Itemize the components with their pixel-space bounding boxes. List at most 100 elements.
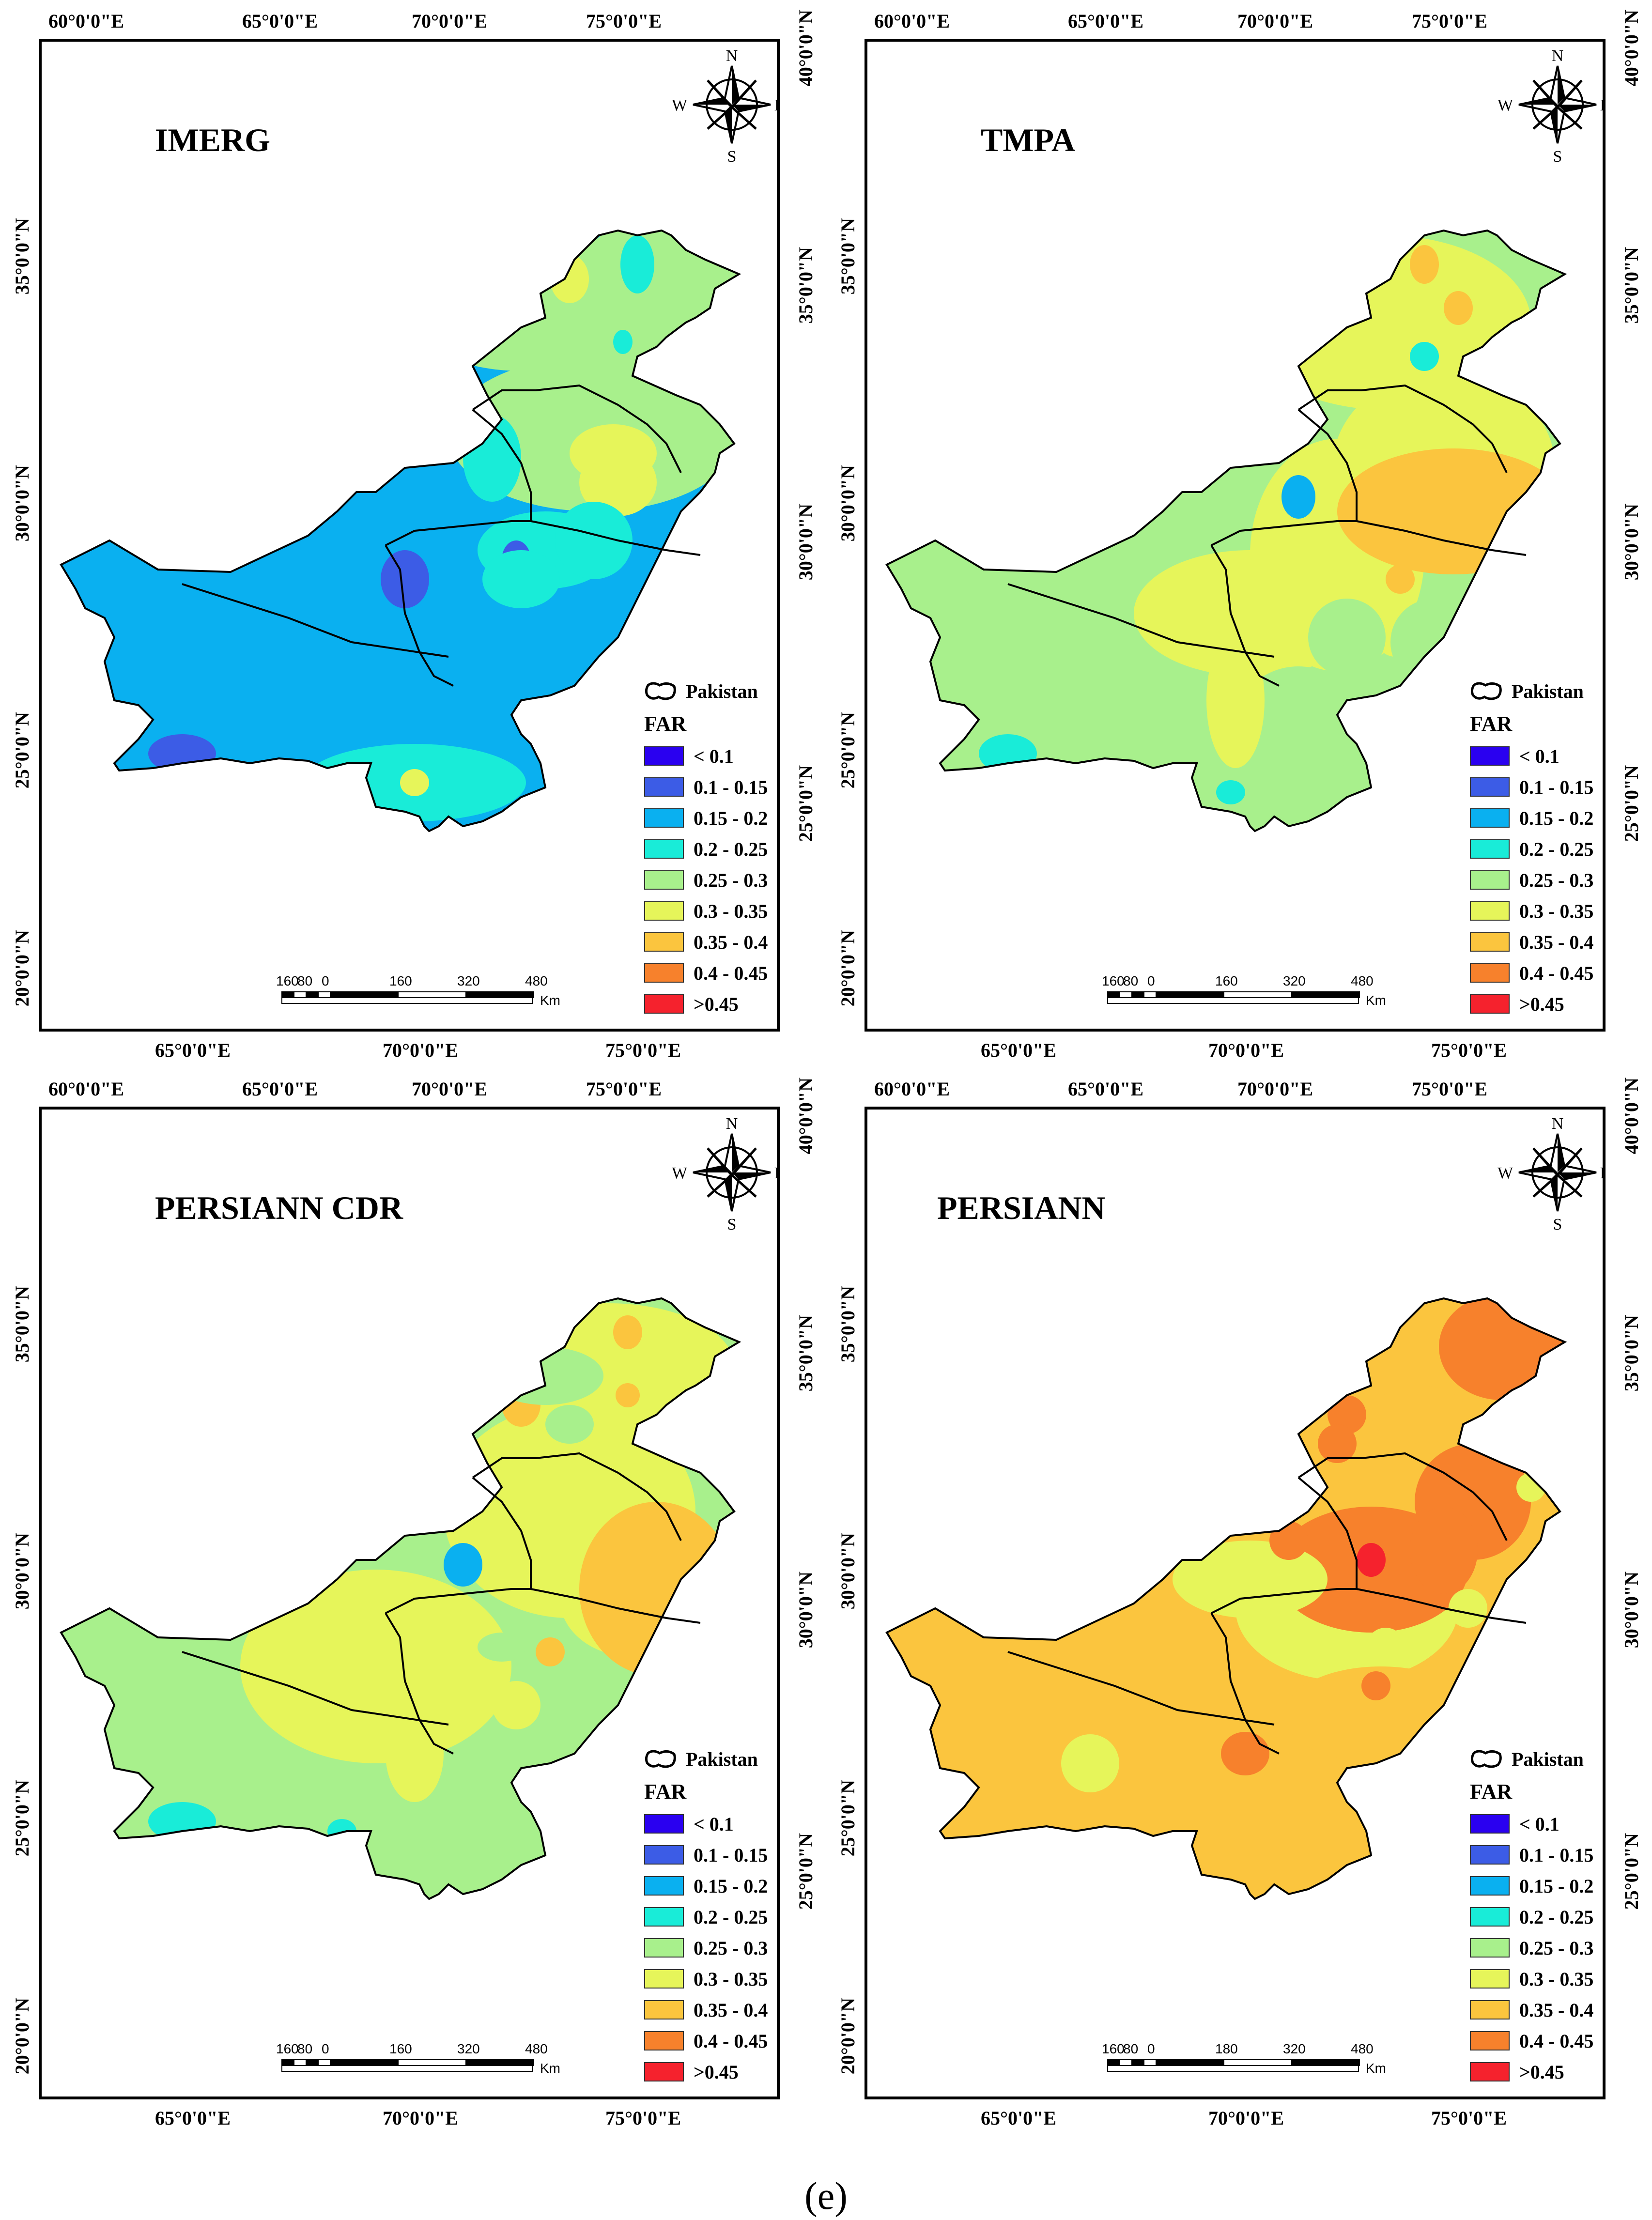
far-zone [487, 1347, 603, 1405]
far-zone [1390, 599, 1478, 686]
legend-swatch [644, 808, 684, 828]
far-legend: Pakistan FAR < 0.1 0.1 - 0.15 0.15 - 0.2 0.2 … [1470, 676, 1593, 1019]
lon-label-bottom: 65°0'0"E [155, 2107, 231, 2129]
far-zone [1269, 1521, 1308, 1560]
legend-class: 0.25 - 0.3 [644, 1932, 768, 1963]
legend-class: 0.3 - 0.35 [644, 895, 768, 926]
province-boundary [385, 1612, 454, 1755]
map-frame: N S E W [865, 1107, 1606, 2099]
far-zone [620, 235, 654, 293]
province-boundary [1297, 1452, 1508, 1541]
scale-label: 480 [525, 973, 548, 988]
lat-label-left: 30°0'0"N [11, 465, 33, 542]
legend-swatch [1470, 1876, 1510, 1896]
legend-class: 0.15 - 0.2 [644, 1870, 768, 1901]
far-zone [536, 1637, 565, 1666]
scale-unit: Km [540, 2061, 560, 2076]
far-zone [1357, 1543, 1386, 1577]
legend-swatch [644, 870, 684, 890]
legend-class-label: 0.35 - 0.4 [694, 931, 768, 953]
legend-swatch [1470, 808, 1510, 828]
legend-pakistan-row: Pakistan [644, 1743, 768, 1774]
lat-label-left: 30°0'0"N [837, 1533, 859, 1610]
legend-swatch [1470, 777, 1510, 797]
lat-label-left: 20°0'0"N [837, 1998, 859, 2075]
province-boundary [182, 583, 449, 658]
lat-label-right: 35°0'0"N [1621, 247, 1642, 324]
legend-class: 0.35 - 0.4 [1470, 1994, 1593, 2025]
province-boundary [1297, 384, 1508, 473]
north-arrow-icon: N S E W [1498, 1115, 1603, 1233]
lon-label-top: 65°0'0"E [1068, 10, 1143, 32]
map-panel-imerg: 60°0'0"E 65°0'0"E 70°0'0"E 75°0'0"E 65°0'0"E… [0, 0, 826, 1080]
far-zone [463, 415, 521, 502]
legend-class-label: >0.45 [694, 2061, 739, 2083]
legend-pakistan-label: Pakistan [686, 680, 758, 702]
far-zone [1386, 565, 1415, 594]
lon-label-top: 70°0'0"E [1237, 10, 1313, 32]
legend-class-label: < 0.1 [694, 1813, 734, 1835]
province-boundary [1211, 1588, 1357, 1614]
legend-swatch [644, 963, 684, 983]
compass-letter-w: W [1498, 1164, 1513, 1182]
compass-letter-s: S [727, 1216, 737, 1233]
scale-bar: 160 80 0 160 320 480 Km [276, 2041, 601, 2080]
legend-class: 0.2 - 0.25 [1470, 833, 1593, 864]
legend-class: 0.25 - 0.3 [1470, 864, 1593, 895]
scale-label: 480 [1351, 2041, 1374, 2056]
province-boundary [1356, 1588, 1527, 1624]
legend-class: 0.3 - 0.35 [1470, 895, 1593, 926]
pakistan-far-map: N S E W [60, 47, 777, 832]
scale-label: 0 [1147, 973, 1155, 988]
far-zone [1366, 1628, 1405, 1666]
scale-label: 320 [457, 973, 480, 988]
far-zone [1216, 780, 1245, 804]
scale-label: 480 [1351, 973, 1374, 988]
legend-class-label: >0.45 [694, 993, 739, 1015]
legend-class: >0.45 [1470, 988, 1593, 1019]
far-zone [1206, 632, 1265, 768]
lon-label-top: 70°0'0"E [1237, 1078, 1313, 1100]
compass-letter-n: N [1552, 1115, 1564, 1133]
lat-label-left: 35°0'0"N [837, 218, 859, 295]
legend-pakistan-label: Pakistan [1512, 680, 1584, 702]
far-zone [555, 502, 633, 579]
legend-class: 0.25 - 0.3 [644, 864, 768, 895]
map-panel-persiann-cdr: 60°0'0"E 65°0'0"E 70°0'0"E 75°0'0"E 65°0'0"E… [0, 1068, 826, 2148]
far-zone [1439, 1298, 1565, 1400]
map-frame: N S E W [39, 39, 780, 1032]
far-zone [1449, 1589, 1487, 1628]
lon-label-top: 70°0'0"E [412, 1078, 487, 1100]
far-zone [1410, 342, 1439, 371]
legend-class-label: 0.3 - 0.35 [1519, 900, 1594, 922]
lat-label-left: 35°0'0"N [11, 218, 33, 295]
legend-class: 0.2 - 0.25 [644, 833, 768, 864]
lat-label-left: 35°0'0"N [837, 1286, 859, 1363]
province-boundary [182, 1651, 449, 1726]
far-zone [478, 1633, 526, 1662]
legend-class-label: 0.25 - 0.3 [1519, 869, 1594, 891]
province-boundary [472, 384, 682, 473]
compass-letter-e: E [774, 1164, 777, 1182]
pakistan-outline-icon [1470, 682, 1502, 700]
lon-label-top: 75°0'0"E [1412, 1078, 1487, 1100]
legend-class-label: 0.35 - 0.4 [694, 1999, 768, 2021]
legend-class: >0.45 [644, 988, 768, 1019]
legend-swatch [1470, 901, 1510, 921]
far-zone [1318, 1424, 1357, 1463]
compass-letter-w: W [672, 96, 688, 114]
legend-class: >0.45 [1470, 2056, 1593, 2087]
lon-label-top: 60°0'0"E [48, 1078, 124, 1100]
legend-class: 0.35 - 0.4 [644, 926, 768, 957]
far-zone [1337, 448, 1565, 574]
lon-label-bottom: 70°0'0"E [1208, 2107, 1284, 2129]
far-zone [901, 1807, 940, 1875]
legend-class-label: 0.4 - 0.45 [1519, 2030, 1594, 2052]
legend-class-label: 0.2 - 0.25 [694, 1906, 768, 1928]
legend-swatch [1470, 1814, 1510, 1834]
compass-letter-e: E [774, 96, 777, 114]
legend-swatch [1470, 932, 1510, 952]
legend-class: 0.1 - 0.15 [1470, 1839, 1593, 1870]
legend-class: 0.1 - 0.15 [644, 1839, 768, 1870]
lat-label-right: 40°0'0"N [1621, 10, 1642, 87]
